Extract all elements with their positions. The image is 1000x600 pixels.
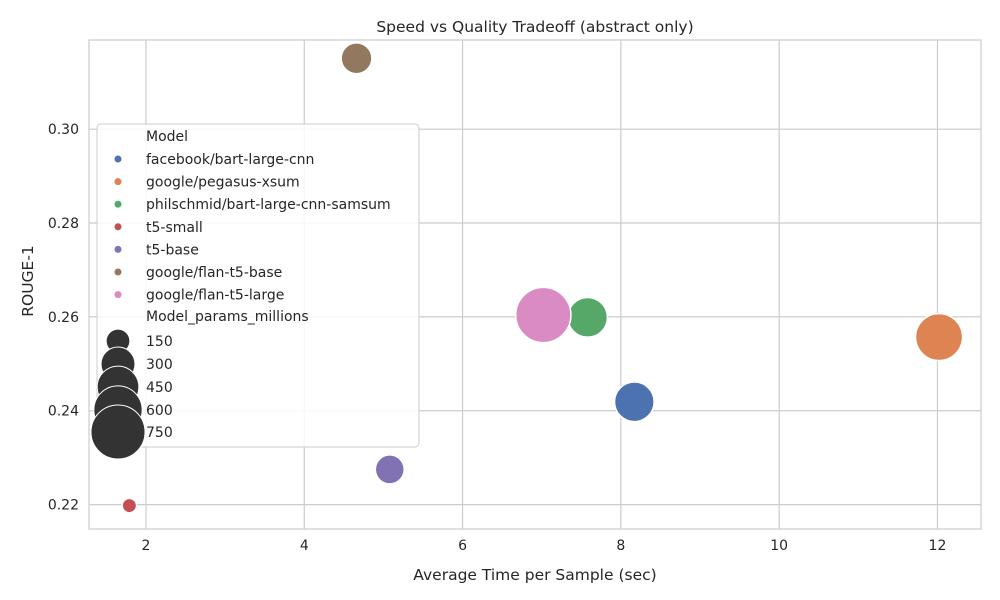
- legend-size-entries: 150 300 450 600 750: [90, 328, 173, 460]
- legend-title-model: Model: [146, 129, 188, 145]
- x-tick-label: 10: [770, 538, 788, 554]
- legend-marker: [114, 268, 122, 276]
- legend-label: philschmid/bart-large-cnn-samsum: [146, 197, 391, 213]
- plot-frame: [88, 39, 982, 530]
- x-tick-label: 2: [142, 538, 151, 554]
- legend-label: google/pegasus-xsum: [146, 175, 300, 191]
- legend-label: facebook/bart-large-cnn: [146, 152, 314, 168]
- x-tick-label: 6: [458, 538, 467, 554]
- legend-marker: [114, 223, 122, 231]
- legend-title-size: Model_params_millions: [146, 309, 309, 325]
- legend: Model facebook/bart-large-cnn google/pega…: [90, 123, 420, 460]
- legend-label: google/flan-t5-large: [146, 288, 284, 304]
- legend-marker: [114, 245, 122, 253]
- legend-marker: [114, 178, 122, 186]
- legend-size-label: 150: [146, 334, 173, 350]
- legend-size-marker: [90, 404, 146, 460]
- x-tick-label: 12: [929, 538, 947, 554]
- y-axis-label: ROUGE-1: [19, 245, 37, 317]
- y-tick-label: 0.30: [48, 122, 79, 138]
- data-point: [914, 312, 964, 362]
- y-tick-label: 0.24: [48, 404, 79, 420]
- data-point: [340, 42, 373, 75]
- data-point: [514, 286, 572, 344]
- legend-size-label: 300: [146, 357, 173, 373]
- legend-hue-entries: facebook/bart-large-cnn google/pegasus-xs…: [114, 152, 391, 304]
- y-tick-label: 0.26: [48, 310, 79, 326]
- legend-size-label: 750: [146, 425, 173, 441]
- legend-marker: [114, 291, 122, 299]
- legend-marker: [114, 200, 122, 208]
- x-tick-label: 8: [616, 538, 625, 554]
- data-point: [613, 381, 655, 423]
- x-axis-label: Average Time per Sample (sec): [413, 566, 656, 584]
- legend-label: google/flan-t5-base: [146, 265, 282, 281]
- chart-title: Speed vs Quality Tradeoff (abstract only…: [376, 18, 693, 36]
- legend-size-label: 450: [146, 380, 173, 396]
- data-point: [567, 296, 609, 338]
- y-tick-label: 0.28: [48, 216, 79, 232]
- legend-label: t5-small: [146, 220, 203, 236]
- legend-box: [96, 123, 420, 448]
- x-tick-label: 4: [300, 538, 309, 554]
- data-points: [121, 42, 964, 514]
- y-tick-label: 0.22: [48, 498, 79, 514]
- data-point: [374, 454, 405, 485]
- tick-labels: 2 4 6 8 10 12 0.22 0.24 0.26 0.28 0.30: [48, 122, 947, 554]
- legend-marker: [114, 155, 122, 163]
- data-point: [121, 497, 138, 514]
- legend-size-label: 600: [146, 403, 173, 419]
- legend-label: t5-base: [146, 242, 199, 258]
